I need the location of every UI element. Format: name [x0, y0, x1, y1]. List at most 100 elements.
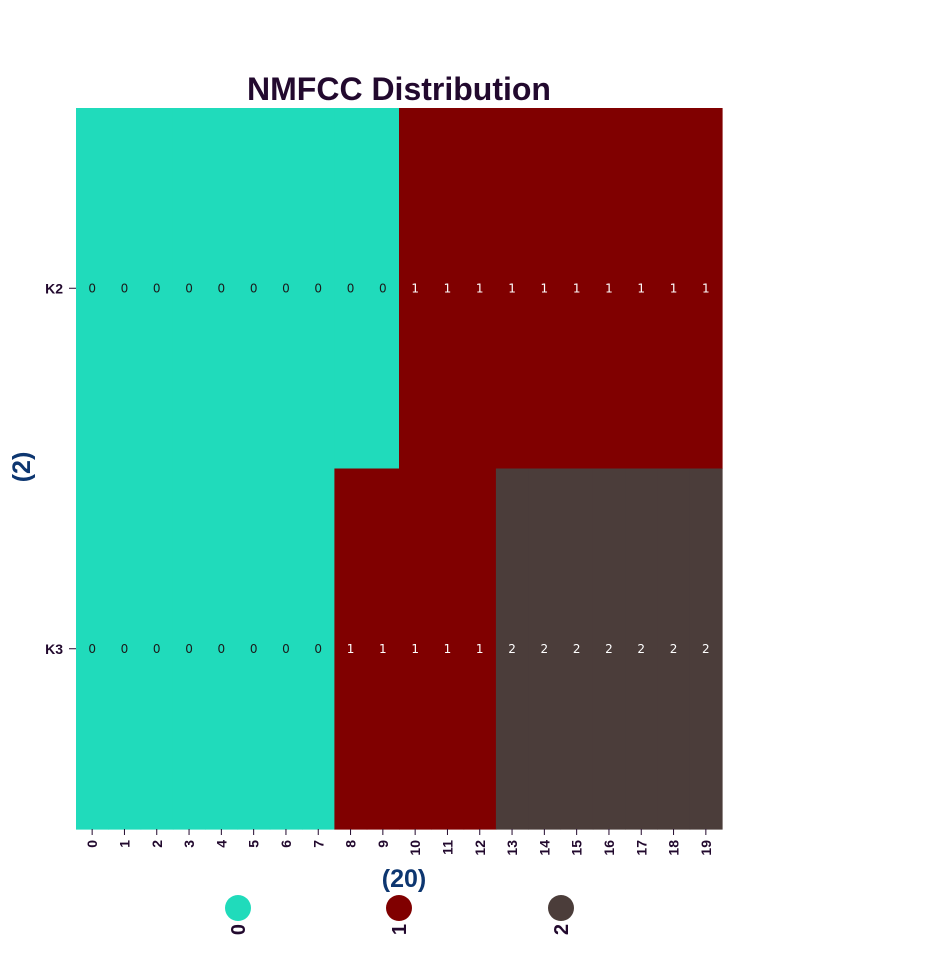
x-tick-label: 17 — [633, 840, 649, 856]
x-tick-label: 13 — [504, 840, 520, 856]
cell-value-label: 0 — [218, 642, 226, 656]
x-tick-label: 5 — [246, 840, 262, 848]
x-tick-label: 0 — [84, 840, 100, 848]
x-tick-label: 8 — [343, 840, 359, 848]
cell-value-label: 1 — [347, 642, 355, 656]
heatmap-cell — [302, 108, 335, 470]
heatmap-cell — [689, 468, 723, 830]
heatmap-cell — [237, 108, 271, 470]
cell-value-label: 1 — [637, 281, 645, 295]
cell-value-label: 1 — [444, 642, 452, 656]
heatmap-cell — [431, 108, 465, 470]
x-tick-label: 15 — [569, 840, 585, 856]
cell-value-label: 1 — [476, 281, 484, 295]
heatmap-cell — [560, 108, 594, 470]
heatmap-cell — [592, 108, 626, 470]
heatmap-cell — [269, 108, 303, 470]
legend-label: 1 — [389, 924, 411, 935]
heatmap-cell — [172, 108, 206, 470]
cell-value-label: 0 — [347, 281, 355, 295]
x-tick-label: 19 — [698, 840, 714, 856]
heatmap-cell — [108, 468, 142, 830]
heatmap-cell — [463, 468, 497, 830]
cell-value-label: 1 — [411, 281, 419, 295]
x-tick-label: 4 — [213, 840, 229, 848]
cell-value-label: 0 — [314, 642, 322, 656]
cell-value-label: 1 — [702, 281, 710, 295]
cell-value-label: 0 — [379, 281, 387, 295]
x-tick-label: 2 — [149, 840, 165, 848]
heatmap-cell — [592, 468, 626, 830]
cell-value-label: 0 — [314, 281, 322, 295]
cell-value-label: 2 — [605, 642, 613, 656]
heatmap-cell-labels: 0 0 0 0 0 0 0 0 0 0 1 1 1 1 1 1 1 1 1 1 0 0 0 0 0 0 0 0 1 1 1 1 1 2 2 2 2 2 2 2 — [88, 281, 709, 656]
heatmap-cell — [302, 468, 335, 830]
cell-value-label: 0 — [185, 642, 193, 656]
heatmap-cell — [205, 468, 239, 830]
cell-value-label: 1 — [670, 281, 678, 295]
chart-title: NMFCC Distribution — [247, 71, 551, 107]
heatmap-cell — [140, 468, 174, 830]
heatmap-cell — [76, 468, 109, 830]
heatmap-cells — [76, 108, 723, 830]
cell-value-label: 0 — [121, 642, 129, 656]
legend-marker — [548, 895, 574, 921]
cell-value-label: 2 — [573, 642, 581, 656]
heatmap-cell — [108, 108, 142, 470]
x-tick-label: 11 — [439, 840, 455, 855]
legend-marker — [225, 895, 251, 921]
cell-value-label: 1 — [508, 281, 516, 295]
heatmap-cell — [399, 108, 432, 470]
cell-value-label: 1 — [541, 281, 549, 295]
cell-value-label: 2 — [508, 642, 516, 656]
cell-value-label: 0 — [88, 281, 96, 295]
cell-value-label: 1 — [444, 281, 452, 295]
heatmap-cell — [205, 108, 239, 470]
x-tick-label: 6 — [278, 840, 294, 848]
legend-marker — [386, 895, 412, 921]
y-axis-label: (2) — [8, 452, 36, 483]
x-tick-label: 7 — [310, 840, 326, 848]
heatmap-cell — [657, 108, 691, 470]
cell-value-label: 2 — [637, 642, 645, 656]
cell-value-label: 0 — [153, 281, 161, 295]
heatmap-cell — [140, 108, 174, 470]
cell-value-label: 2 — [541, 642, 549, 656]
cell-value-label: 1 — [379, 642, 387, 656]
x-tick-label: 14 — [536, 840, 552, 856]
cell-value-label: 0 — [121, 281, 129, 295]
heatmap-cell — [334, 468, 368, 830]
heatmap-cell — [495, 108, 529, 470]
heatmap-cell — [528, 468, 562, 830]
x-tick-label: 3 — [181, 840, 197, 848]
x-axis-ticks: 0 1 2 3 4 5 6 7 8 9 10 11 12 13 14 15 16 17 18 19 — [84, 829, 714, 856]
cell-value-label: 0 — [185, 281, 193, 295]
heatmap-cell — [689, 108, 723, 470]
legend: 0 1 2 — [225, 895, 574, 935]
x-tick-label: 18 — [666, 840, 682, 856]
legend-label: 2 — [551, 924, 573, 935]
x-tick-label: 16 — [601, 840, 617, 856]
heatmap-cell — [172, 468, 206, 830]
heatmap-cell — [334, 108, 368, 470]
x-tick-label: 1 — [116, 840, 132, 848]
cell-value-label: 0 — [250, 642, 258, 656]
heatmap-cell — [366, 108, 400, 470]
heatmap-cell — [625, 468, 658, 830]
heatmap-cell — [625, 108, 658, 470]
x-tick-label: 9 — [375, 840, 391, 848]
x-tick-label: 12 — [472, 840, 488, 856]
heatmap-cell — [528, 108, 562, 470]
heatmap-cell — [657, 468, 691, 830]
y-axis-ticks: K2 K3 — [45, 280, 76, 657]
heatmap-cell — [76, 108, 109, 470]
heatmap-cell — [399, 468, 432, 830]
x-axis-label: (20) — [382, 865, 426, 893]
heatmap-cell — [366, 468, 400, 830]
heatmap-cell — [431, 468, 465, 830]
cell-value-label: 1 — [605, 281, 613, 295]
cell-value-label: 1 — [476, 642, 484, 656]
cell-value-label: 1 — [573, 281, 581, 295]
cell-value-label: 1 — [411, 642, 419, 656]
